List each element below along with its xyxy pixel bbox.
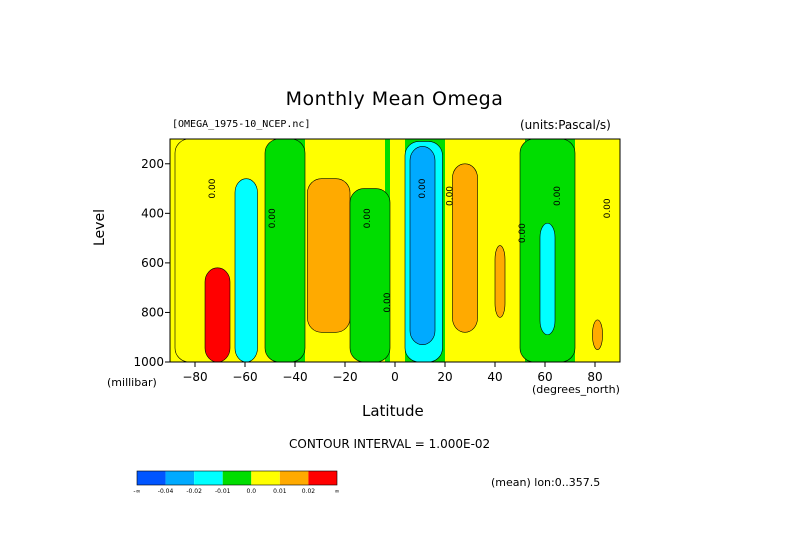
colorbar-swatch-5 [279, 471, 309, 485]
contour-label-8: 0.00 [603, 198, 613, 218]
colorbar-label: -0.04 [158, 488, 174, 495]
y-tick-label: 200 [141, 157, 164, 171]
red-cell-lat-72 [204, 267, 231, 363]
units-label: (units:Pascal/s) [520, 118, 611, 132]
y-tick-label: 800 [141, 305, 164, 319]
y-axis-unit: (millibar) [107, 376, 157, 389]
colorbar-swatch-6 [308, 471, 337, 485]
orange-cell-lat-43 [494, 245, 506, 318]
x-axis-unit: (degrees_north) [532, 383, 620, 396]
orange-cell-lat-28b [452, 163, 478, 333]
x-tick-label: −40 [282, 370, 307, 384]
x-tick-label: 20 [437, 370, 452, 384]
y-tick-label: 600 [141, 256, 164, 270]
contour-label-3: 0.00 [383, 292, 393, 312]
colorbar-label: 0.01 [273, 488, 287, 495]
x-tick-label: 0 [391, 370, 399, 384]
colorbar-label: -0.01 [215, 488, 231, 495]
y-tick-label: 400 [141, 206, 164, 220]
contour-label-7: 0.00 [553, 186, 563, 206]
x-tick-label: 80 [587, 370, 602, 384]
yellow-band-2 [390, 139, 405, 362]
colorbar-frame [136, 470, 338, 486]
colorbar-label: -∞ [133, 488, 140, 495]
x-tick-label: 60 [537, 370, 552, 384]
x-tick-label: −80 [182, 370, 207, 384]
contour-label-4: 0.00 [418, 178, 428, 198]
contour-label-6: 0.00 [518, 223, 528, 243]
orange-cell-lat-80 [592, 319, 603, 350]
file-label: [OMEGA_1975-10_NCEP.nc] [172, 119, 311, 130]
x-tick-label: −60 [232, 370, 257, 384]
green-band-lat-52-36 [264, 138, 306, 363]
colorbar-swatch-4 [251, 471, 280, 485]
y-tick-label: 1000 [133, 355, 164, 369]
contour-label-5: 0.00 [446, 186, 456, 206]
colorbar-swatch-3 [222, 471, 252, 485]
contour-interval-text: CONTOUR INTERVAL = 1.000E-02 [289, 437, 491, 451]
mean-longitude-text: (mean) lon:0..357.5 [491, 476, 601, 489]
contour-label-1: 0.00 [268, 208, 278, 228]
colorbar-swatch-0 [137, 471, 166, 485]
colorbar-label: 0.0 [247, 488, 257, 495]
x-tick-label: 40 [487, 370, 502, 384]
contour-label-2: 0.00 [363, 208, 373, 228]
colorbar-label: ∞ [335, 488, 340, 495]
contour-label-0: 0.00 [208, 178, 218, 198]
colorbar-label: 0.02 [302, 488, 316, 495]
x-axis-title: Latitude [362, 402, 424, 420]
colorbar-label: -0.02 [186, 488, 202, 495]
chart-title: Monthly Mean Omega [285, 88, 504, 110]
orange-cell-lat-28 [307, 178, 351, 333]
cyan-cell-lat-58s [234, 178, 258, 363]
colorbar-swatch-2 [194, 471, 223, 485]
cyan-cell-lat-62 [539, 222, 556, 336]
colorbar-swatch-1 [165, 471, 195, 485]
blue-core-lat-10 [409, 146, 436, 345]
x-tick-label: −20 [332, 370, 357, 384]
